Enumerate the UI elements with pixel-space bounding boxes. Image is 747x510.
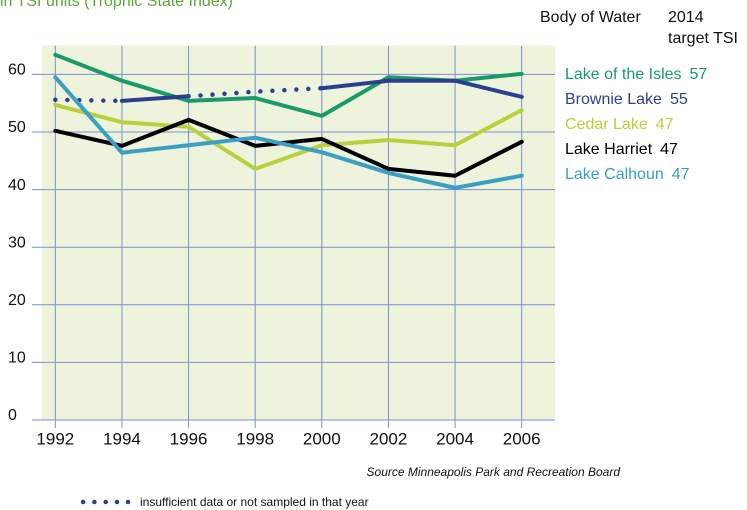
line-dotted (53, 97, 125, 104)
legend-target: 47 (672, 166, 690, 183)
legend-name: Brownie Lake (565, 91, 662, 108)
y-tick-label: 0 (8, 407, 17, 424)
line (53, 117, 524, 178)
line (53, 75, 524, 190)
target-title: 2014 (668, 9, 704, 26)
legend-target: 47 (660, 141, 678, 158)
line (53, 102, 524, 171)
legend-target: 57 (690, 66, 708, 83)
legend-entry: Brownie Lake 55 (565, 91, 688, 108)
x-tick-label: 1992 (36, 429, 74, 448)
legend-entry: Cedar Lake 47 (565, 116, 674, 133)
legend-target: 55 (670, 91, 688, 108)
y-tick-label: 40 (8, 177, 26, 194)
dotted-note: insufficient data or not sampled in that… (140, 495, 369, 509)
x-tick-label: 2004 (436, 429, 474, 448)
legend-name: Cedar Lake (565, 116, 648, 133)
chart-subtitle: in TSI units (Trophic State Index) (0, 0, 233, 10)
line (119, 94, 191, 103)
x-tick-label: 2002 (370, 429, 408, 448)
plot-area (42, 45, 555, 420)
legend-title: Body of Water (540, 9, 641, 26)
x-tick-label: 2006 (503, 429, 541, 448)
legend-entry: Lake Harriet 47 (565, 141, 678, 158)
line (319, 78, 524, 99)
legend-name: Lake of the Isles (565, 66, 682, 83)
y-tick-label: 20 (8, 292, 26, 309)
legend-entry: Lake of the Isles 57 (565, 66, 707, 83)
y-tick-label: 30 (8, 234, 26, 251)
target-title: target TSI (668, 30, 738, 47)
legend-entry: Lake Calhoun 47 (565, 166, 690, 183)
legend-name: Lake Calhoun (565, 166, 664, 183)
line-dotted (186, 85, 325, 99)
y-tick-label: 10 (8, 350, 26, 367)
legend-target: 47 (656, 116, 674, 133)
y-tick-label: 50 (8, 119, 26, 136)
source: Source Minneapolis Park and Recreation B… (367, 465, 621, 479)
x-tick-label: 1996 (170, 429, 208, 448)
x-tick-label: 1998 (236, 429, 274, 448)
y-tick-label: 60 (8, 62, 26, 79)
x-tick-label: 1994 (103, 429, 141, 448)
legend-name: Lake Harriet (565, 141, 653, 158)
x-tick-label: 2000 (303, 429, 341, 448)
